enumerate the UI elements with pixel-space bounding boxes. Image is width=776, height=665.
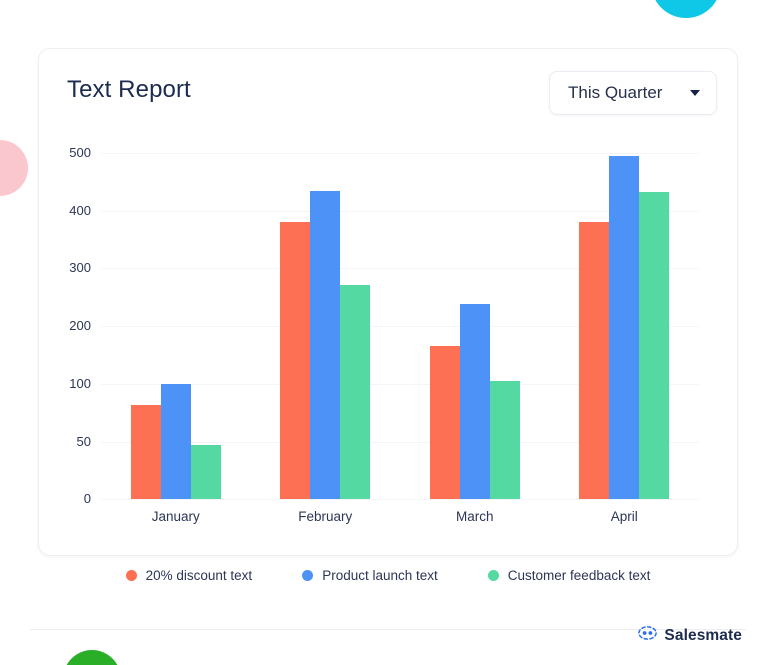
brand-name: Salesmate <box>664 626 742 644</box>
gridline <box>101 441 699 443</box>
legend-label: 20% discount text <box>145 568 253 583</box>
gridline <box>101 383 699 385</box>
x-axis-label: March <box>455 509 494 524</box>
y-axis-tick-label: 300 <box>69 260 91 276</box>
x-axis-label: February <box>298 509 353 524</box>
period-filter-dropdown[interactable]: This Quarter <box>549 71 717 115</box>
bar[interactable] <box>609 155 640 500</box>
y-axis-tick-label: 400 <box>69 202 91 218</box>
page-title: Text Report <box>67 76 191 103</box>
y-axis-tick-label: 200 <box>69 318 91 334</box>
decorative-circle-green <box>63 650 121 665</box>
chevron-down-icon <box>690 90 700 96</box>
gridline <box>101 153 699 154</box>
legend-color-dot <box>487 570 499 581</box>
bar-group <box>400 153 550 500</box>
bar[interactable] <box>489 380 520 500</box>
y-axis-tick-label: 50 <box>76 433 91 449</box>
gridline-row: 300 <box>39 260 739 275</box>
bar[interactable] <box>639 192 670 500</box>
gridline <box>101 499 699 501</box>
bar-group <box>550 153 700 500</box>
footer-divider <box>30 629 746 630</box>
bar[interactable] <box>280 222 311 500</box>
y-axis-tick-label: 100 <box>69 375 91 391</box>
gridline <box>101 268 699 270</box>
x-axis-labels: January February March April <box>101 509 699 529</box>
bar[interactable] <box>310 191 341 500</box>
bar[interactable] <box>459 304 490 500</box>
y-axis-tick-label: 500 <box>69 145 91 160</box>
y-axis-tick-label: 0 <box>83 491 91 507</box>
x-axis-label: April <box>610 509 638 524</box>
legend-item[interactable]: 20% discount text <box>125 568 253 583</box>
gridline-row: 50 <box>39 434 739 449</box>
legend-item[interactable]: Product launch text <box>302 568 438 583</box>
bar[interactable] <box>190 444 221 500</box>
salesmate-logo-icon <box>638 626 658 645</box>
decorative-circle-pink <box>0 140 28 196</box>
bar-chart-plot: 500 400 300 200 100 50 0 January February March A… <box>39 145 739 557</box>
period-filter-value: This Quarter <box>568 83 663 102</box>
card-header: Text Report This Quarter <box>39 49 737 141</box>
gridline-row: 0 <box>39 491 739 506</box>
bar[interactable] <box>579 222 610 500</box>
salesmate-branding: Salesmate <box>638 626 742 645</box>
bar[interactable] <box>340 284 371 500</box>
legend-color-dot <box>125 570 137 581</box>
text-report-card: Text Report This Quarter 500 400 300 200 100… <box>38 48 738 556</box>
gridline-row: 400 <box>39 203 739 218</box>
chart-legend: 20% discount text Product launch text Cust… <box>38 568 738 583</box>
gridline-row: 500 <box>39 145 739 160</box>
x-axis-label: January <box>151 509 200 524</box>
bar-group <box>101 153 251 500</box>
legend-color-dot <box>302 570 314 581</box>
legend-label: Product launch text <box>322 568 438 583</box>
gridline <box>101 326 699 328</box>
legend-label: Customer feedback text <box>507 568 651 583</box>
gridline <box>101 210 699 212</box>
decorative-circle-cyan <box>651 0 721 18</box>
bar[interactable] <box>429 346 460 500</box>
bar[interactable] <box>160 383 191 500</box>
gridline-row: 200 <box>39 318 739 333</box>
legend-item[interactable]: Customer feedback text <box>487 568 651 583</box>
bar-group <box>251 153 401 500</box>
chart-bars <box>101 153 700 500</box>
bar[interactable] <box>130 404 161 500</box>
gridline-row: 100 <box>39 376 739 391</box>
